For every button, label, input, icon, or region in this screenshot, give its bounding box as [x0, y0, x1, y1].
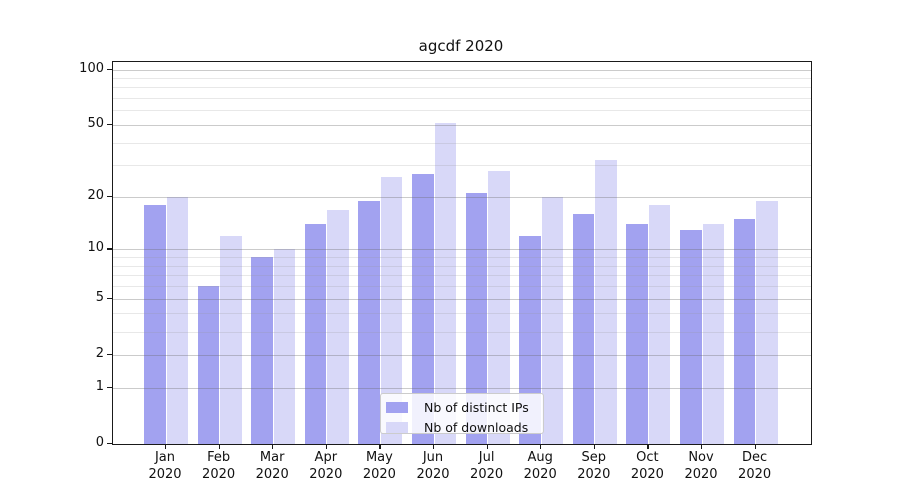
- bar-downloads-feb: [220, 235, 242, 444]
- bar-distinct-ips-sep: [572, 214, 595, 444]
- bar-downloads-dec: [756, 200, 778, 444]
- y-tick-mark: [107, 68, 112, 70]
- bar-distinct-ips-nov: [680, 229, 702, 444]
- x-tick-mark: [165, 444, 167, 449]
- minor-gridline: [113, 87, 811, 89]
- bar-downloads-jan: [166, 196, 188, 444]
- plot-area: [112, 61, 812, 445]
- x-tick-label: Dec 2020: [738, 450, 772, 482]
- bar-distinct-ips-jul: [465, 193, 488, 444]
- y-tick-mark: [107, 443, 112, 445]
- y-tick-mark: [107, 195, 112, 198]
- y-tick-label: 2: [95, 345, 104, 361]
- y-tick-label: 20: [87, 187, 104, 203]
- y-tick-mark: [107, 386, 112, 388]
- minor-gridline: [113, 257, 811, 259]
- x-tick-label: Jul 2020: [470, 450, 504, 482]
- legend-item: Nb of distinct IPs: [386, 399, 543, 415]
- bar-downloads-oct: [648, 205, 671, 444]
- bar-downloads-sep: [595, 160, 617, 444]
- major-gridline: [113, 354, 811, 356]
- major-gridline: [113, 124, 811, 126]
- minor-gridline: [113, 286, 811, 288]
- x-tick-label: Sep 2020: [577, 450, 611, 482]
- x-tick-mark: [540, 444, 542, 449]
- legend-swatch-downloads: [386, 421, 408, 433]
- x-tick-label: Aug 2020: [523, 450, 557, 482]
- bar-downloads-jun: [434, 123, 456, 444]
- y-tick-mark: [107, 353, 112, 356]
- minor-gridline: [113, 265, 811, 267]
- x-tick-label: Jan 2020: [148, 450, 182, 482]
- legend-swatch-distinct-ips: [386, 401, 408, 413]
- legend-label: Nb of downloads: [424, 419, 529, 435]
- minor-gridline: [113, 275, 811, 277]
- major-gridline: [113, 196, 811, 198]
- bar-distinct-ips-may: [358, 200, 380, 444]
- x-tick-mark: [218, 444, 220, 449]
- x-tick-label: Nov 2020: [684, 450, 718, 482]
- minor-gridline: [113, 165, 811, 167]
- chart-title: agcdf 2020: [418, 37, 504, 55]
- y-tick-label: 5: [95, 289, 104, 305]
- bar-distinct-ips-apr: [304, 224, 327, 444]
- bar-downloads-nov: [702, 224, 724, 444]
- y-tick-mark: [107, 297, 112, 299]
- major-gridline: [113, 69, 811, 71]
- major-gridline: [113, 387, 811, 389]
- y-tick-label: 1: [95, 378, 104, 394]
- y-tick-label: 100: [79, 60, 104, 76]
- y-tick-mark: [107, 248, 112, 250]
- x-tick-mark: [701, 444, 703, 449]
- bar-downloads-jul: [488, 170, 510, 444]
- bar-distinct-ips-dec: [733, 219, 756, 444]
- y-tick-label: 10: [87, 240, 104, 256]
- y-tick-label: 50: [87, 115, 104, 131]
- minor-gridline: [113, 331, 811, 333]
- major-gridline: [113, 249, 811, 251]
- x-tick-label: Mar 2020: [255, 450, 289, 482]
- bar-downloads-may: [380, 176, 403, 444]
- x-tick-mark: [272, 444, 274, 449]
- y-tick-label: 0: [95, 435, 104, 450]
- x-tick-mark: [325, 444, 327, 449]
- bar-distinct-ips-jan: [144, 205, 166, 444]
- legend-label: Nb of distinct IPs: [424, 399, 529, 415]
- bar-downloads-aug: [541, 196, 564, 444]
- bar-distinct-ips-jun: [412, 173, 434, 444]
- minor-gridline: [113, 110, 811, 112]
- bar-downloads-mar: [273, 249, 296, 444]
- legend: Nb of distinct IPs Nb of downloads: [380, 393, 544, 435]
- x-tick-mark: [754, 444, 756, 449]
- minor-gridline: [113, 142, 811, 144]
- minor-gridline: [113, 78, 811, 79]
- x-tick-label: May 2020: [362, 450, 396, 482]
- bar-distinct-ips-oct: [626, 224, 648, 444]
- x-tick-mark: [379, 444, 381, 449]
- x-tick-label: Feb 2020: [202, 450, 236, 482]
- x-tick-mark: [593, 444, 595, 449]
- bar-distinct-ips-mar: [251, 257, 273, 444]
- x-tick-mark: [433, 444, 435, 449]
- bar-distinct-ips-feb: [197, 286, 220, 444]
- x-tick-label: Jun 2020: [416, 450, 450, 482]
- bar-downloads-apr: [327, 209, 349, 444]
- x-tick-mark: [647, 444, 649, 449]
- y-tick-mark: [107, 123, 112, 126]
- x-tick-label: Oct 2020: [630, 450, 664, 482]
- x-tick-label: Apr 2020: [309, 450, 343, 482]
- x-tick-mark: [486, 444, 488, 449]
- minor-gridline: [113, 313, 811, 315]
- bar-distinct-ips-aug: [519, 235, 541, 444]
- major-gridline: [113, 298, 811, 300]
- minor-gridline: [113, 98, 811, 100]
- legend-item: Nb of downloads: [386, 419, 543, 435]
